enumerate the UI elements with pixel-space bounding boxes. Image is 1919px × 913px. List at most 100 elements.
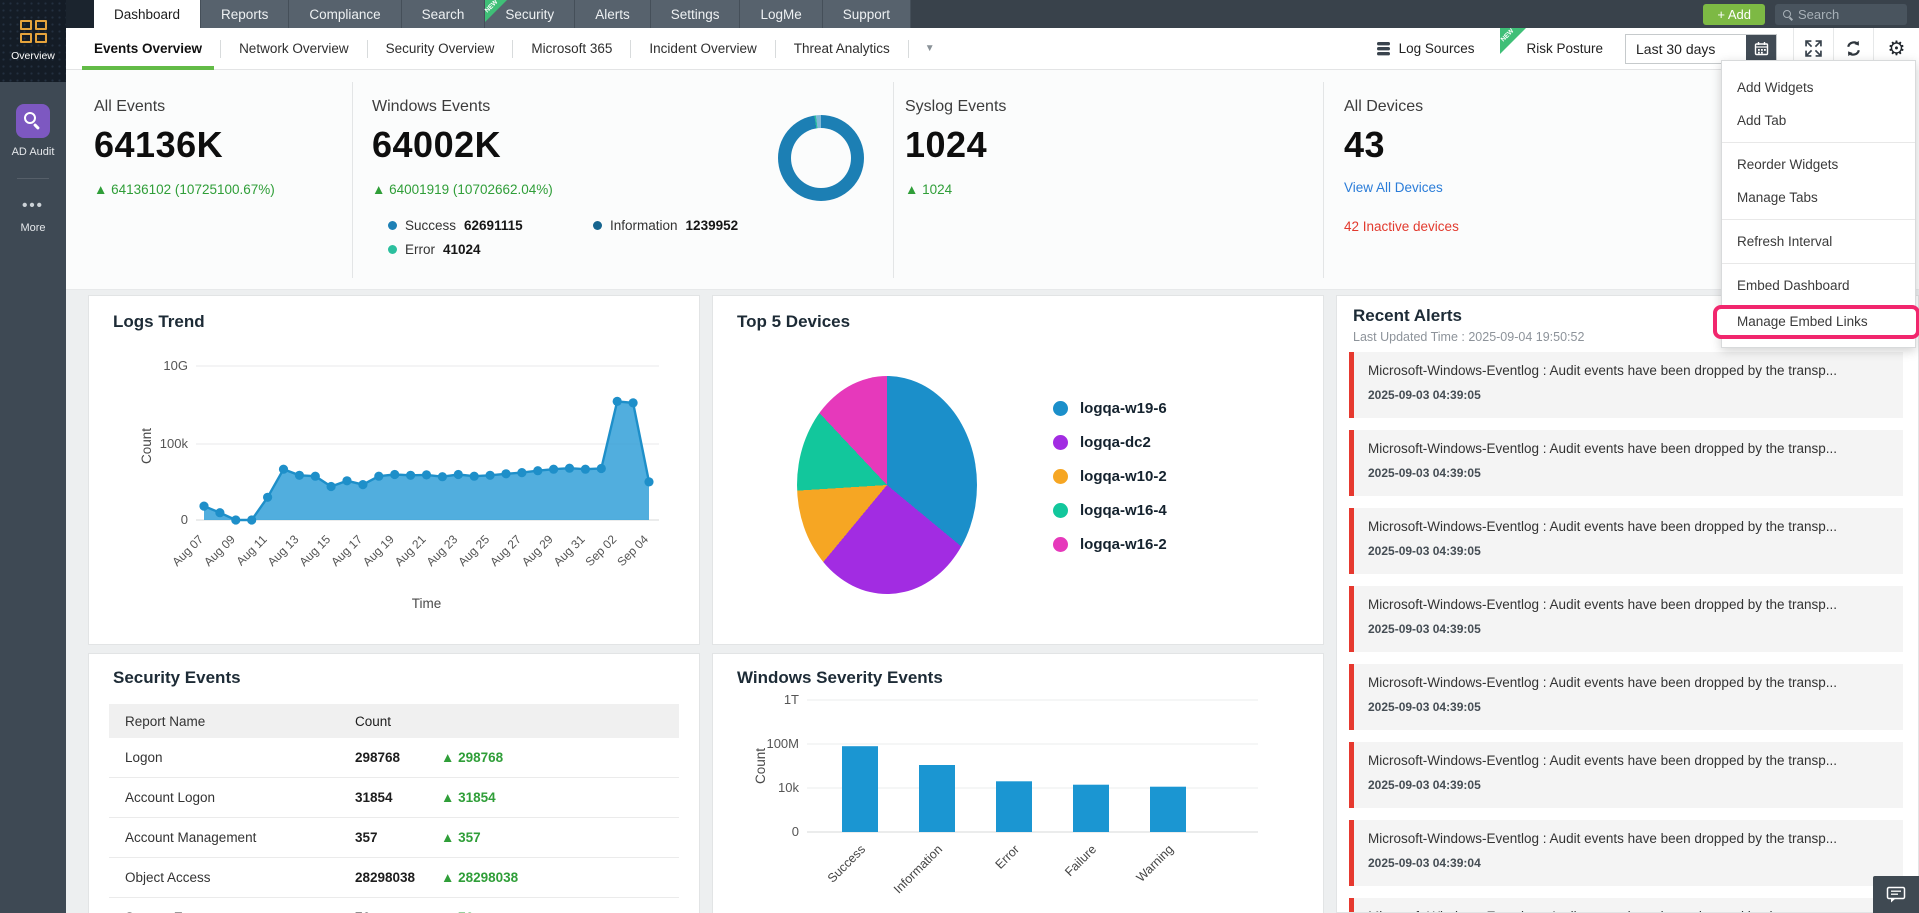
refresh-button[interactable]	[1833, 27, 1873, 70]
sidebar-item-overview[interactable]: Overview	[0, 0, 66, 82]
alert-timestamp: 2025-09-03 04:39:05	[1368, 544, 1481, 558]
top-devices-card: Top 5 Devices logqa-w19-6 logqa-dc2 logqa-…	[712, 295, 1324, 645]
calendar-icon[interactable]	[1746, 34, 1776, 63]
alert-item[interactable]: Microsoft-Windows-Eventlog : Audit event…	[1349, 352, 1903, 418]
fullscreen-icon	[1805, 40, 1822, 57]
menu-divider	[1722, 263, 1915, 264]
dashboard-tab-events-overview[interactable]: Events Overview	[76, 28, 220, 70]
menu-item-manage-tabs[interactable]: Manage Tabs	[1737, 190, 1818, 205]
menu-item-refresh-interval[interactable]: Refresh Interval	[1737, 234, 1833, 249]
menu-item-add-tab[interactable]: Add Tab	[1737, 113, 1787, 128]
sidebar-item-more[interactable]: ••• More	[0, 179, 66, 234]
dashboard-tab-security-overview[interactable]: Security Overview	[385, 40, 495, 56]
table-row[interactable]: Account Logon 31854 ▲ 31854	[109, 778, 679, 818]
nav-tab-dashboard[interactable]: Dashboard	[94, 0, 202, 28]
alert-timestamp: 2025-09-03 04:39:05	[1368, 466, 1481, 480]
alert-message: Microsoft-Windows-Eventlog : Audit event…	[1368, 753, 1838, 768]
risk-posture-button[interactable]: NEW Risk Posture	[1500, 27, 1603, 70]
date-range-picker[interactable]: Last 30 days	[1625, 33, 1777, 64]
alert-item[interactable]: Microsoft-Windows-Eventlog : Audit event…	[1349, 664, 1903, 730]
pie-legend-item[interactable]: logqa-w16-4	[1053, 502, 1167, 519]
report-name-cell: Account Management	[125, 830, 257, 845]
svg-text:Aug 07: Aug 07	[169, 532, 206, 569]
menu-item-add-widgets[interactable]: Add Widgets	[1737, 80, 1814, 95]
legend-label: logqa-w10-2	[1080, 468, 1167, 485]
divider	[352, 82, 353, 278]
count-cell: 298768	[355, 750, 401, 765]
pie-legend-item[interactable]: logqa-w10-2	[1053, 468, 1167, 485]
tab-separator	[366, 39, 368, 58]
pie-legend-item[interactable]: logqa-w16-2	[1053, 536, 1167, 553]
nav-tab-label: Support	[842, 6, 891, 22]
gear-icon: ⚙	[1887, 38, 1906, 60]
view-all-devices-link[interactable]: View All Devices	[1344, 180, 1443, 195]
feedback-chat-button[interactable]	[1873, 876, 1919, 913]
chevron-down-icon[interactable]: ▼	[924, 43, 935, 54]
nav-tabs: Dashboard Reports Compliance Search NEW Secur…	[94, 0, 912, 28]
alert-message: Microsoft-Windows-Eventlog : Audit event…	[1368, 831, 1838, 846]
alert-timestamp: 2025-09-03 04:39:05	[1368, 778, 1481, 792]
nav-tab-search[interactable]: Search	[401, 0, 486, 28]
alert-item[interactable]: Microsoft-Windows-Eventlog : Audit event…	[1349, 742, 1903, 808]
svg-text:Aug 31: Aug 31	[551, 532, 588, 569]
alert-timestamp: 2025-09-03 04:39:05	[1368, 700, 1481, 714]
legend-dot	[1053, 503, 1068, 518]
legend-dot	[1053, 435, 1068, 450]
pie-legend-item[interactable]: logqa-dc2	[1053, 434, 1167, 451]
menu-item-reorder-widgets[interactable]: Reorder Widgets	[1737, 157, 1839, 172]
dashboard-tab-threat-analytics[interactable]: Threat Analytics	[793, 40, 890, 56]
sidebar: Overview AD Audit ••• More	[0, 0, 66, 913]
last-updated-time: Last Updated Time : 2025-09-04 19:50:52	[1353, 330, 1585, 344]
svg-text:Sep 02: Sep 02	[583, 532, 620, 569]
pie-legend-item[interactable]: logqa-w19-6	[1053, 400, 1167, 417]
table-row[interactable]: System Events76▲ 76	[109, 898, 679, 913]
dashboard-tab-microsoft-365[interactable]: Microsoft 365	[531, 40, 613, 56]
dashboard-tab-network-overview[interactable]: Network Overview	[239, 40, 349, 56]
svg-text:Warning: Warning	[1134, 842, 1177, 885]
svg-text:100M: 100M	[766, 736, 799, 751]
log-sources-button[interactable]: Log Sources	[1376, 41, 1474, 57]
table-row[interactable]: Account Management 357 ▲ 357	[109, 818, 679, 858]
fullscreen-button[interactable]	[1793, 27, 1833, 70]
report-name-cell: Logon	[125, 750, 163, 765]
menu-item-embed-dashboard[interactable]: Embed Dashboard	[1737, 278, 1850, 293]
nav-tab-label: Dashboard	[114, 6, 181, 22]
inactive-devices-text: 42 Inactive devices	[1344, 219, 1459, 234]
svg-text:Count: Count	[753, 748, 768, 784]
svg-text:10G: 10G	[163, 358, 188, 373]
legend-dot	[388, 221, 397, 230]
windows-severity-chart[interactable]: 1T 100M 10k 0 Success Information Error Failure…	[713, 654, 1323, 913]
nav-tab-alerts[interactable]: Alerts	[575, 0, 651, 28]
alert-item[interactable]: Microsoft-Windows-Eventlog : Audit event…	[1349, 508, 1903, 574]
table-row[interactable]: Object Access 28298038 ▲ 28298038	[109, 858, 679, 898]
search-input[interactable]: Search	[1775, 3, 1907, 25]
nav-tab-logme[interactable]: LogMe	[740, 0, 823, 28]
menu-divider	[1722, 142, 1915, 143]
table-row[interactable]: Logon 298768 ▲ 298768	[109, 738, 679, 778]
alert-message: Microsoft-Windows-Eventlog : Audit event…	[1368, 909, 1889, 912]
alert-item[interactable]: Microsoft-Windows-Eventlog : Audit event…	[1349, 430, 1903, 496]
alert-item[interactable]: Microsoft-Windows-Eventlog : Audit event…	[1349, 586, 1903, 652]
nav-tab-security[interactable]: NEW Security	[484, 0, 576, 28]
svg-text:Aug 25: Aug 25	[455, 532, 492, 569]
ad-audit-search-icon	[16, 104, 50, 138]
nav-tab-reports[interactable]: Reports	[201, 0, 290, 28]
report-name-cell: Object Access	[125, 870, 211, 885]
nav-tab-settings[interactable]: Settings	[650, 0, 741, 28]
alert-item[interactable]: Microsoft-Windows-Eventlog : Audit event…	[1349, 898, 1903, 912]
menu-item-manage-embed-links[interactable]: Manage Embed Links	[1713, 305, 1919, 339]
dashboard-tab-incident-overview[interactable]: Incident Overview	[649, 40, 757, 56]
svg-text:Sep 04: Sep 04	[614, 532, 651, 569]
top-devices-pie-chart[interactable]	[797, 376, 977, 594]
nav-tab-support[interactable]: Support	[822, 0, 912, 28]
stat-label: Windows Events	[372, 98, 491, 115]
nav-tab-compliance[interactable]: Compliance	[289, 0, 402, 28]
alert-item[interactable]: Microsoft-Windows-Eventlog : Audit event…	[1349, 820, 1903, 886]
column-header: Report Name	[125, 713, 206, 729]
stat-change: ▲ 64136102 (10725100.67%)	[94, 182, 275, 197]
new-ribbon-icon	[485, 0, 508, 22]
add-button[interactable]: + Add	[1703, 3, 1765, 25]
sidebar-item-ad-audit[interactable]: AD Audit	[0, 82, 66, 158]
count-cell: 76	[355, 910, 441, 913]
